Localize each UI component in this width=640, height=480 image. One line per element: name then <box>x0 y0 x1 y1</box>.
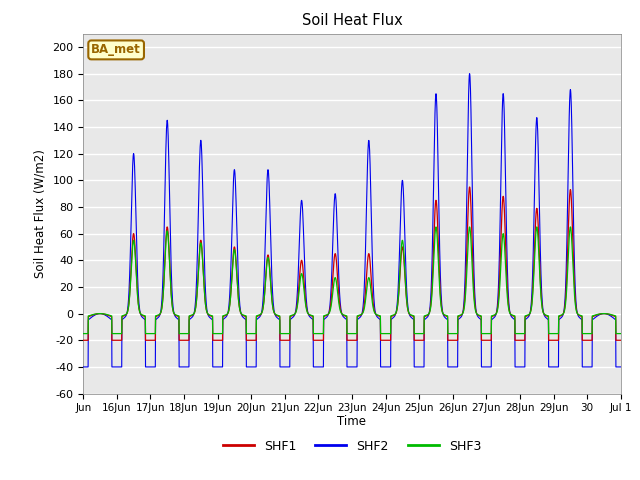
Text: BA_met: BA_met <box>92 43 141 56</box>
Legend: SHF1, SHF2, SHF3: SHF1, SHF2, SHF3 <box>218 434 486 457</box>
X-axis label: Time: Time <box>337 415 367 428</box>
Y-axis label: Soil Heat Flux (W/m2): Soil Heat Flux (W/m2) <box>34 149 47 278</box>
Title: Soil Heat Flux: Soil Heat Flux <box>301 13 403 28</box>
